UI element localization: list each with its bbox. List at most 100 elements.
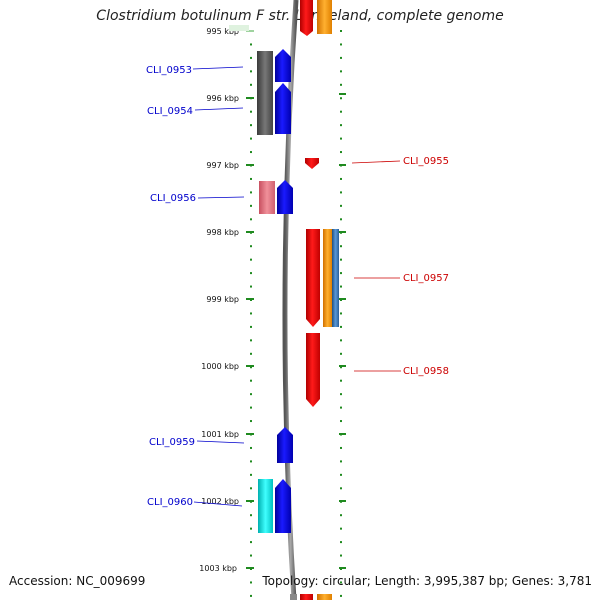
right-minor-tick [340, 83, 342, 86]
gene-label-cli-0957[interactable]: CLI_0957 [403, 273, 449, 284]
right-minor-tick [340, 245, 342, 248]
left-minor-tick [250, 43, 252, 46]
tick-labels: 995 kbp 996 kbp 997 kbp 998 kbp 999 kbp … [199, 27, 239, 573]
left-minor-tick [250, 325, 252, 328]
bottom-red-feature [300, 594, 313, 600]
left-minor-tick [250, 191, 252, 194]
accession-text: Accession: NC_009699 [9, 574, 146, 588]
tick-label-1003: 1003 kbp [199, 564, 237, 573]
gene-label-cli-0954[interactable]: CLI_0954 [147, 106, 193, 117]
left-minor-tick [250, 312, 252, 315]
left-minor-tick [250, 581, 252, 584]
tick-label-995: 995 kbp [206, 27, 239, 36]
top-red-feature [300, 0, 313, 36]
gene-cli-0955-arrow [305, 158, 319, 169]
left-minor-tick [250, 83, 252, 86]
right-minor-tick [340, 514, 342, 517]
top-label-box [229, 25, 249, 31]
right-minor-tick [340, 366, 342, 369]
gene-label-cli-0959[interactable]: CLI_0959 [149, 437, 195, 448]
right-minor-tick [340, 406, 342, 409]
right-minor-tick [340, 379, 342, 382]
topology-text: Topology: circular; Length: 3,995,387 bp… [262, 574, 592, 588]
left-minor-tick [250, 137, 252, 140]
left-minor-tick [250, 366, 252, 369]
left-minor-tick [250, 177, 252, 180]
gene-cli-0956-arrow [277, 180, 293, 214]
steel-feature-cli-0957 [332, 229, 339, 327]
right-minor-tick [340, 581, 342, 584]
right-minor-tick [340, 191, 342, 194]
right-major-tick [339, 164, 346, 166]
right-major-tick [339, 93, 346, 95]
right-minor-tick [340, 339, 342, 342]
right-minor-tick [340, 124, 342, 127]
right-minor-tick [340, 56, 342, 59]
major-ticks-left [246, 30, 254, 569]
left-minor-tick [250, 124, 252, 127]
left-minor-tick [250, 406, 252, 409]
tick-label-1002: 1002 kbp [201, 497, 239, 506]
left-minor-tick [250, 245, 252, 248]
right-minor-tick [340, 204, 342, 207]
tick-label-998: 998 kbp [206, 228, 239, 237]
right-minor-tick [340, 487, 342, 490]
gene-cli-0957-arrow [306, 229, 320, 327]
left-minor-tick [250, 460, 252, 463]
cyan-feature-cli-0960 [258, 479, 273, 533]
left-minor-tick [250, 487, 252, 490]
orange-feature-cli-0957 [323, 229, 332, 327]
right-minor-tick [340, 151, 342, 154]
left-minor-tick [250, 420, 252, 423]
right-minor-tick [340, 110, 342, 113]
gene-cli-0958-arrow [306, 333, 320, 407]
right-major-tick [339, 500, 346, 502]
left-minor-tick [250, 379, 252, 382]
right-major-tick [339, 298, 346, 300]
right-minor-tick [340, 218, 342, 221]
right-minor-tick [340, 285, 342, 288]
right-minor-tick [340, 420, 342, 423]
right-minor-tick [340, 70, 342, 73]
left-minor-tick [250, 151, 252, 154]
right-minor-tick [340, 527, 342, 530]
gene-label-cli-0958[interactable]: CLI_0958 [403, 366, 449, 377]
right-minor-tick [340, 325, 342, 328]
right-major-tick [339, 433, 346, 435]
gene-cli-0959-arrow [277, 427, 293, 463]
left-minor-tick [250, 258, 252, 261]
left-minor-tick [250, 352, 252, 355]
right-major-tick [339, 365, 346, 367]
left-minor-tick [250, 339, 252, 342]
left-minor-tick [250, 272, 252, 275]
right-minor-tick [340, 272, 342, 275]
tick-label-996: 996 kbp [206, 94, 239, 103]
left-minor-tick [250, 204, 252, 207]
tick-label-997: 997 kbp [206, 161, 239, 170]
gene-cli-0954-arrow [275, 83, 291, 134]
right-minor-tick [340, 460, 342, 463]
left-minor-tick [250, 554, 252, 557]
right-minor-tick [340, 258, 342, 261]
right-major-tick [339, 231, 346, 233]
right-minor-tick [340, 352, 342, 355]
gene-label-cli-0955[interactable]: CLI_0955 [403, 156, 449, 167]
left-minor-tick [250, 541, 252, 544]
gene-label-cli-0953[interactable]: CLI_0953 [146, 65, 192, 76]
top-orange-feature [317, 0, 332, 34]
right-major-tick [339, 567, 346, 569]
gray-feature-cli-0953-0954 [257, 51, 273, 135]
left-minor-tick [250, 446, 252, 449]
gene-cli-0953-arrow [275, 49, 291, 82]
right-minor-tick [340, 97, 342, 100]
left-minor-tick [250, 514, 252, 517]
gene-label-cli-0960[interactable]: CLI_0960 [147, 497, 193, 508]
gene-label-cli-0956[interactable]: CLI_0956 [150, 193, 196, 204]
right-minor-tick [340, 43, 342, 46]
left-minor-tick [250, 56, 252, 59]
right-minor-tick [340, 137, 342, 140]
right-minor-tick [340, 446, 342, 449]
right-tick-ruler [339, 30, 346, 597]
bottom-gray-feature [290, 594, 297, 600]
right-minor-tick [340, 473, 342, 476]
